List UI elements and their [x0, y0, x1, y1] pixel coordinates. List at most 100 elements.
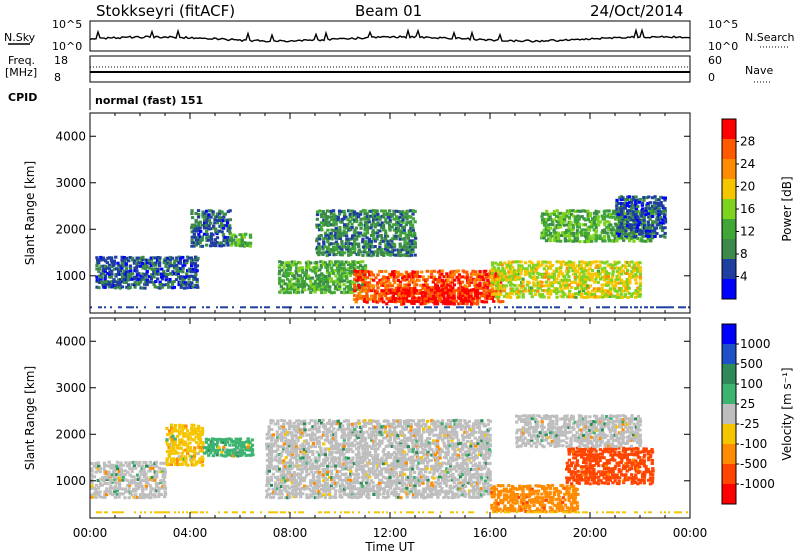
echo-cell: [404, 233, 408, 237]
echo-cell: [290, 287, 294, 291]
echo-cell: [640, 231, 644, 235]
echo-cell: [157, 264, 162, 268]
echo-cell: [622, 220, 626, 224]
echo-cell: [300, 479, 304, 483]
echo-cell: [572, 231, 576, 235]
echo-cell: [508, 295, 513, 299]
echo-cell: [107, 460, 111, 464]
echo-cell: [134, 481, 138, 485]
echo-cell: [388, 288, 392, 292]
echo-cell: [386, 215, 390, 219]
echo-cell: [200, 460, 204, 464]
echo-cell: [103, 274, 107, 278]
echo-cell: [682, 306, 684, 309]
echo-cell: [294, 442, 298, 446]
echo-cell: [340, 250, 344, 254]
echo-cell: [490, 275, 494, 279]
echo-cell: [265, 458, 269, 462]
echo-cell: [576, 270, 580, 274]
echo-cell: [577, 209, 582, 213]
echo-cell: [231, 454, 235, 458]
echo-cell: [326, 228, 330, 232]
echo-cell: [430, 291, 434, 295]
echo-cell: [317, 430, 321, 434]
echo-cell: [407, 273, 411, 277]
echo-cell: [641, 207, 645, 211]
echo-cell: [284, 486, 288, 490]
echo-cell: [559, 294, 563, 298]
echo-cell: [250, 450, 254, 454]
echo-cell: [558, 306, 560, 309]
echo-cell: [458, 281, 463, 285]
echo-cell: [248, 448, 252, 452]
echo-cell: [392, 228, 397, 232]
echo-cell: [340, 218, 344, 221]
echo-cell: [584, 283, 588, 287]
echo-cell: [102, 272, 106, 276]
echo-cell: [646, 231, 650, 235]
echo-cell: [223, 443, 228, 446]
echo-cell: [575, 231, 579, 235]
echo-cell: [124, 263, 128, 267]
echo-cell: [661, 196, 665, 200]
echo-cell: [546, 274, 550, 278]
echo-cell: [294, 450, 299, 454]
echo-cell: [334, 228, 338, 232]
echo-cell: [234, 241, 238, 245]
echo-cell: [291, 452, 295, 456]
echo-cell: [169, 446, 173, 450]
echo-cell: [325, 481, 329, 485]
echo-cell: [607, 223, 611, 227]
echo-cell: [304, 455, 308, 459]
echo-cell: [285, 264, 290, 267]
echo-cell: [565, 280, 569, 284]
echo-cell: [544, 239, 549, 243]
echo-cell: [636, 263, 640, 267]
echo-cell: [303, 425, 307, 429]
echo-cell: [294, 269, 298, 273]
echo-cell: [229, 438, 233, 442]
echo-cell: [623, 206, 628, 210]
echo-cell: [402, 296, 406, 300]
echo-cell: [274, 439, 278, 443]
echo-cell: [532, 277, 536, 281]
echo-cell: [425, 283, 429, 287]
echo-cell: [614, 217, 618, 221]
echo-cell: [398, 254, 402, 258]
echo-cell: [136, 495, 140, 499]
echo-cell: [346, 284, 350, 288]
echo-cell: [538, 286, 542, 290]
echo-cell: [462, 270, 467, 274]
echo-cell: [282, 442, 286, 446]
echo-cell: [458, 302, 463, 305]
echo-cell: [307, 428, 311, 432]
echo-cell: [232, 440, 236, 443]
echo-cell: [430, 275, 434, 279]
echo-cell: [317, 253, 321, 257]
echo-cell: [313, 470, 318, 474]
echo-cell: [326, 265, 330, 269]
echo-cell: [602, 209, 606, 213]
echo-cell: [309, 436, 313, 440]
echo-cell: [502, 275, 506, 279]
echo-cell: [311, 479, 315, 483]
echo-cell: [349, 282, 353, 286]
echo-cell: [271, 492, 275, 496]
echo-cell: [144, 306, 146, 309]
echo-cell: [382, 251, 386, 255]
echo-cell: [375, 253, 380, 257]
echo-cell: [221, 219, 226, 223]
echo-cell: [557, 266, 561, 270]
echo-cell: [292, 425, 296, 429]
echo-cell: [494, 273, 498, 277]
echo-cell: [323, 427, 327, 431]
echo-cell: [661, 218, 665, 222]
echo-cell: [363, 297, 367, 301]
echo-cell: [398, 296, 402, 300]
echo-cell: [374, 276, 378, 280]
echo-cell: [323, 484, 327, 487]
echo-cell: [511, 269, 515, 273]
echo-cell: [630, 306, 632, 309]
echo-cell: [656, 218, 661, 222]
echo-cell: [135, 282, 139, 286]
